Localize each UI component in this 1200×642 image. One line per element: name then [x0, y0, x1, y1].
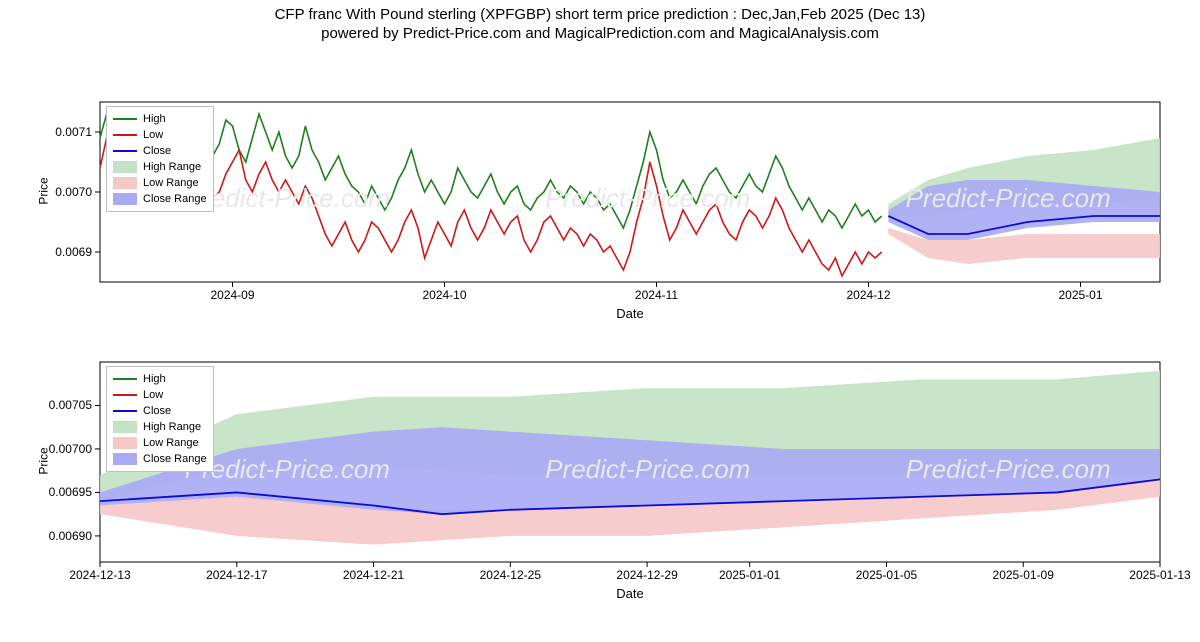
chart-title: CFP franc With Pound sterling (XPFGBP) s…	[0, 0, 1200, 23]
legend-item: Close Range	[113, 191, 207, 207]
legend-item: Low	[113, 127, 207, 143]
xtick-label: 2025-01-09	[985, 568, 1061, 582]
chart-subtitle: powered by Predict-Price.com and Magical…	[0, 23, 1200, 42]
legend-item: High	[113, 111, 207, 127]
legend-item: Close	[113, 403, 207, 419]
figure-container: CFP franc With Pound sterling (XPFGBP) s…	[0, 0, 1200, 600]
xtick-label: 2024-12-29	[609, 568, 685, 582]
xtick-label: 2025-01-05	[848, 568, 924, 582]
legend-item: High Range	[113, 159, 207, 175]
legend-item: Low Range	[113, 175, 207, 191]
xtick-label: 2024-12-21	[336, 568, 412, 582]
xtick-label: 2024-12-17	[199, 568, 275, 582]
ytick-label: 0.00695	[49, 485, 92, 499]
legend: HighLowCloseHigh RangeLow RangeClose Ran…	[106, 106, 214, 212]
xtick-label: 2025-01-13	[1122, 568, 1198, 582]
legend-item: Low Range	[113, 435, 207, 451]
ytick-label: 0.00700	[49, 442, 92, 456]
xtick-label: 2024-12-25	[472, 568, 548, 582]
legend-item: High Range	[113, 419, 207, 435]
ytick-label: 0.00690	[49, 529, 92, 543]
legend-item: Close	[113, 143, 207, 159]
xtick-label: 2024-12-13	[62, 568, 138, 582]
legend: HighLowCloseHigh RangeLow RangeClose Ran…	[106, 366, 214, 472]
x-axis-label: Date	[100, 586, 1160, 601]
legend-item: Low	[113, 387, 207, 403]
legend-item: High	[113, 371, 207, 387]
legend-item: Close Range	[113, 451, 207, 467]
xtick-label: 2025-01-01	[712, 568, 788, 582]
y-axis-label: Price	[37, 447, 51, 474]
ytick-label: 0.00705	[49, 398, 92, 412]
